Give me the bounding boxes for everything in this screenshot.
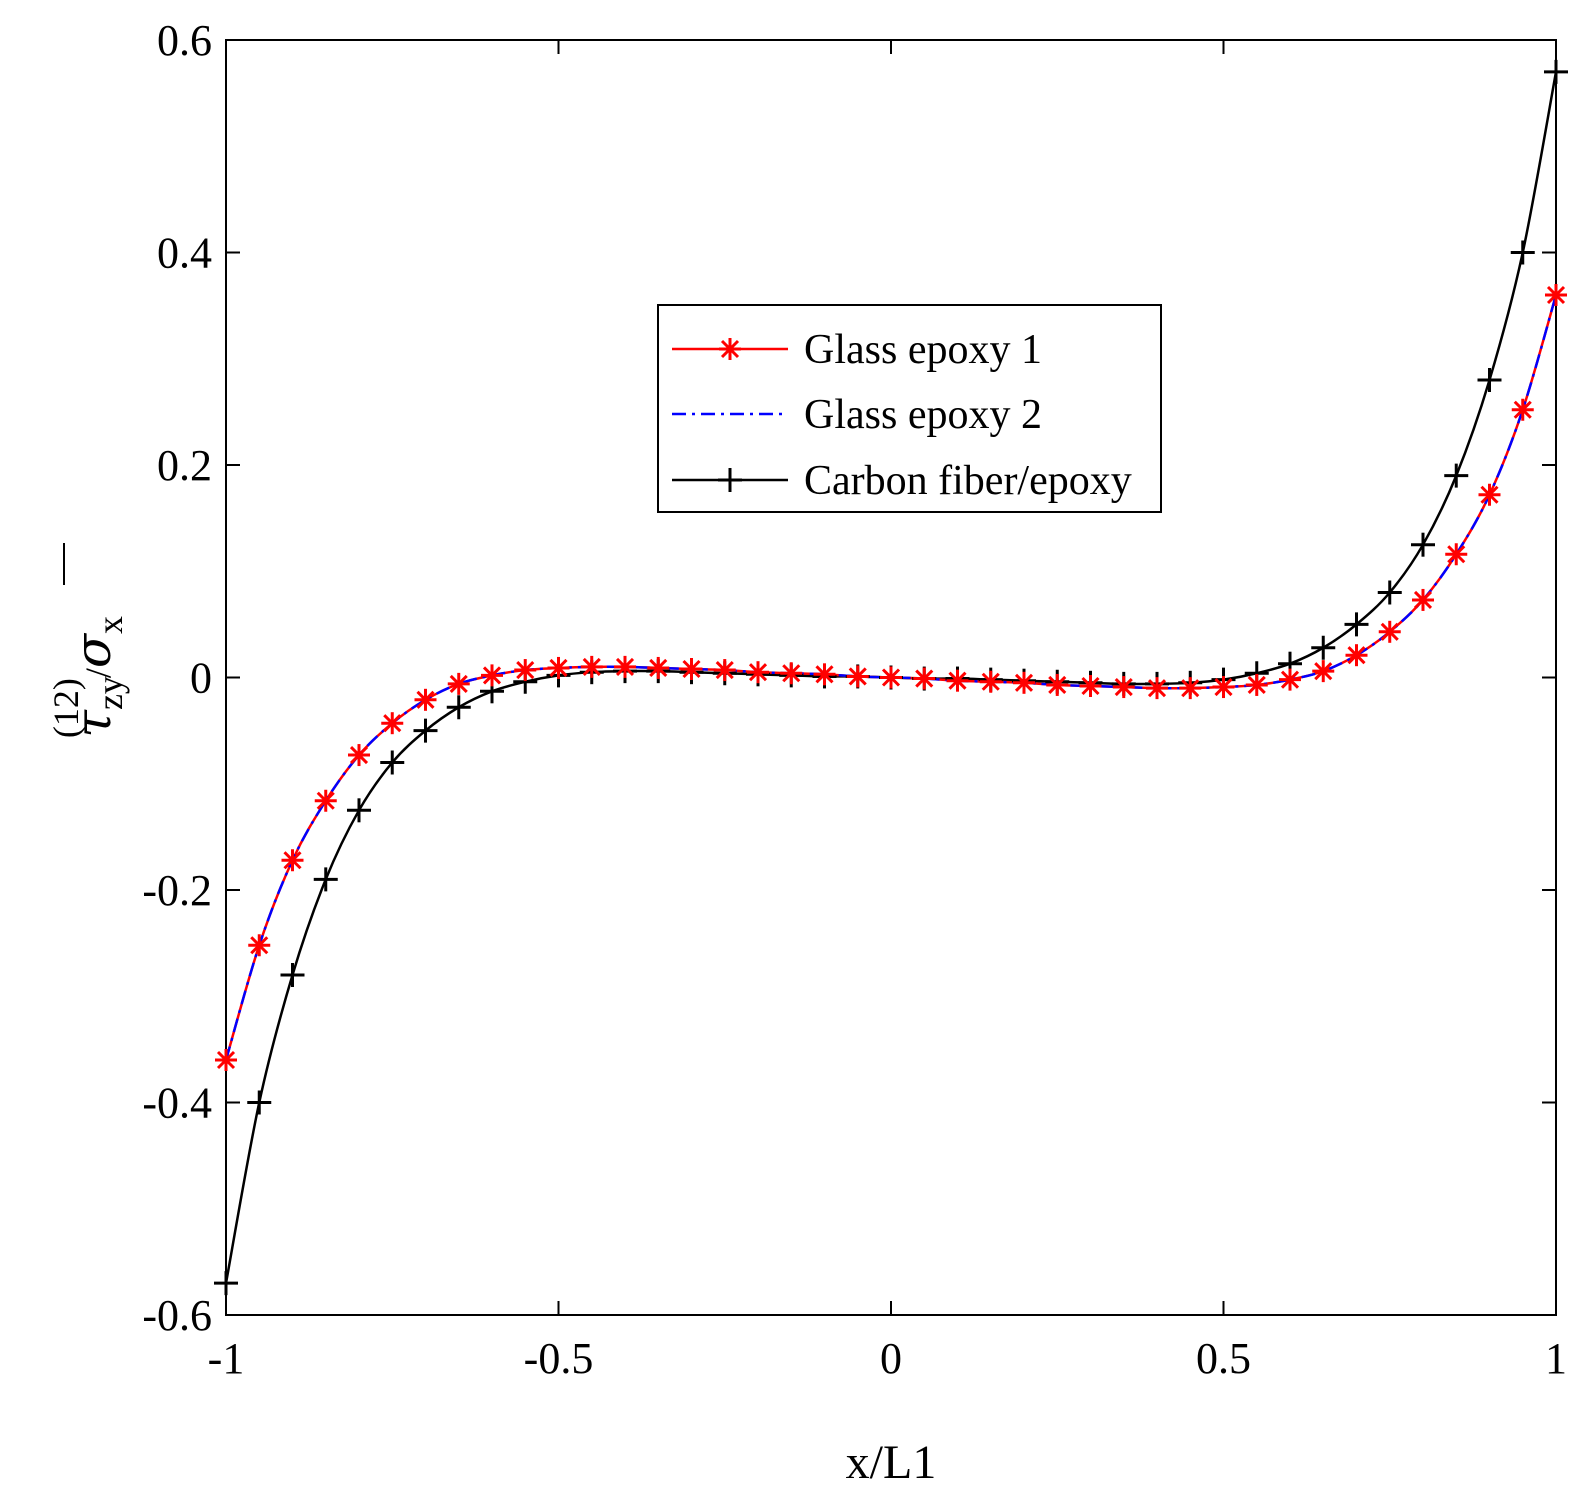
- y-tick-label: -0.2: [142, 866, 212, 915]
- data-point-glass-epoxy-1: [481, 664, 503, 687]
- data-point-glass-epoxy-1: [514, 659, 537, 682]
- y-tick-label: 0.6: [157, 16, 212, 65]
- legend-label-carbon-fiber: Carbon fiber/epoxy: [804, 458, 1132, 504]
- y-axis-label-denominator-subscript: x: [90, 616, 130, 634]
- data-point-glass-epoxy-1: [1312, 660, 1335, 683]
- series-markers: [214, 59, 1568, 1296]
- data-point-carbon-fiber-epoxy: [1344, 612, 1369, 637]
- data-point-glass-epoxy-1: [680, 658, 703, 680]
- data-point-glass-epoxy-1: [880, 666, 902, 689]
- legend: Glass epoxy 1 Glass epoxy 2 Carbon fiber…: [657, 304, 1162, 513]
- data-point-glass-epoxy-1: [1245, 673, 1268, 696]
- x-tick-label: -0.5: [524, 1334, 594, 1383]
- x-tick-label: 1: [1545, 1334, 1567, 1383]
- x-tick-label: 0: [880, 1334, 902, 1383]
- data-point-carbon-fiber-epoxy: [347, 798, 371, 823]
- data-point-glass-epoxy-1: [1046, 673, 1069, 696]
- y-axis-label-denominator: σ: [64, 632, 122, 668]
- legend-box: [657, 304, 1162, 513]
- legend-label-glass-epoxy-2: Glass epoxy 2: [804, 392, 1042, 438]
- data-point-glass-epoxy-1: [580, 655, 603, 678]
- y-axis-label-divider: /: [78, 668, 118, 678]
- legend-marker-carbon-fiber: [718, 468, 742, 492]
- data-point-glass-epoxy-1: [913, 667, 936, 690]
- data-point-carbon-fiber-epoxy: [214, 1271, 238, 1296]
- data-point-glass-epoxy-1: [547, 656, 570, 679]
- y-tick-label: 0.2: [157, 441, 212, 490]
- data-point-glass-epoxy-1: [1212, 676, 1235, 699]
- x-tick-label: 0.5: [1196, 1334, 1251, 1383]
- y-axis-label-subscript: zy: [90, 676, 130, 710]
- data-point-carbon-fiber-epoxy: [313, 867, 338, 892]
- data-point-glass-epoxy-1: [979, 670, 1002, 693]
- svg-text:τzy(12)/σx: τzy(12)/σx: [46, 616, 130, 738]
- data-point-glass-epoxy-1: [447, 672, 470, 695]
- data-point-glass-epoxy-1: [713, 659, 736, 682]
- data-point-glass-epoxy-1: [1112, 676, 1135, 699]
- legend-marker-glass-epoxy-1: [719, 338, 741, 360]
- x-axis-label: x/L1: [846, 1436, 937, 1489]
- y-tick-label: 0.4: [157, 229, 212, 278]
- y-axis-label-symbol: τ: [64, 709, 122, 738]
- data-point-carbon-fiber-epoxy: [380, 750, 405, 775]
- data-point-glass-epoxy-1: [1545, 284, 1567, 306]
- data-point-glass-epoxy-1: [1511, 398, 1534, 421]
- data-point-glass-epoxy-1: [1013, 671, 1035, 694]
- data-point-glass-epoxy-1: [381, 712, 404, 735]
- data-point-carbon-fiber-epoxy: [1311, 635, 1336, 660]
- data-point-glass-epoxy-1: [846, 665, 869, 688]
- data-point-glass-epoxy-1: [1412, 588, 1434, 611]
- y-tick-label: -0.4: [142, 1079, 212, 1128]
- data-point-glass-epoxy-1: [1279, 668, 1301, 691]
- data-point-glass-epoxy-1: [215, 1049, 237, 1071]
- axis-ticks: -1 -0.5 0 0.5 1 -0.6 -0.4 -0.2 0 0.2 0.4 0.6: [142, 16, 1567, 1383]
- data-point-glass-epoxy-1: [414, 688, 437, 711]
- data-point-carbon-fiber-epoxy: [1544, 59, 1568, 84]
- data-point-glass-epoxy-1: [1179, 677, 1202, 700]
- data-point-glass-epoxy-1: [780, 662, 803, 685]
- data-point-glass-epoxy-1: [281, 849, 304, 872]
- data-point-glass-epoxy-1: [1079, 675, 1102, 697]
- data-point-glass-epoxy-1: [348, 744, 370, 767]
- data-point-glass-epoxy-1: [946, 669, 969, 692]
- data-point-glass-epoxy-1: [248, 934, 271, 957]
- y-axis-label: τzy(12)/σx: [46, 543, 130, 738]
- data-point-glass-epoxy-1: [647, 656, 670, 679]
- data-point-carbon-fiber-epoxy: [1444, 463, 1469, 488]
- data-point-carbon-fiber-epoxy: [247, 1090, 272, 1115]
- data-point-glass-epoxy-1: [1445, 543, 1468, 566]
- data-point-carbon-fiber-epoxy: [446, 695, 471, 720]
- data-point-carbon-fiber-epoxy: [1510, 240, 1535, 265]
- y-axis-label-superscript: (12): [46, 678, 86, 738]
- legend-label-glass-epoxy-1: Glass epoxy 1: [804, 327, 1042, 373]
- data-point-glass-epoxy-1: [1345, 644, 1368, 667]
- data-point-carbon-fiber-epoxy: [1377, 580, 1402, 605]
- data-point-carbon-fiber-epoxy: [280, 963, 305, 987]
- data-point-glass-epoxy-1: [1146, 677, 1168, 700]
- y-tick-label: 0: [190, 654, 212, 703]
- data-point-glass-epoxy-1: [1478, 483, 1501, 506]
- data-point-glass-epoxy-1: [1378, 620, 1401, 643]
- data-point-carbon-fiber-epoxy: [413, 718, 438, 743]
- data-point-glass-epoxy-1: [813, 663, 836, 686]
- data-point-glass-epoxy-1: [314, 789, 337, 812]
- series-line-glass-epoxy-2: [224, 294, 1558, 1061]
- data-point-carbon-fiber-epoxy: [1477, 368, 1502, 392]
- y-tick-label: -0.6: [142, 1291, 212, 1340]
- x-tick-label: -1: [208, 1334, 245, 1383]
- data-point-glass-epoxy-1: [747, 661, 769, 684]
- data-point-glass-epoxy-1: [614, 655, 636, 678]
- data-point-carbon-fiber-epoxy: [1411, 532, 1435, 557]
